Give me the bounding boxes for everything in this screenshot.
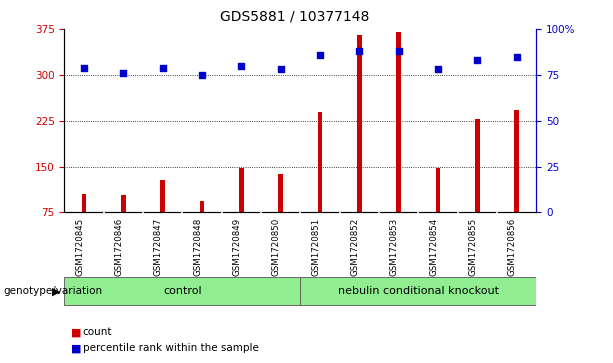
Text: GSM1720849: GSM1720849 [232,217,242,276]
Text: ▶: ▶ [51,286,60,297]
Text: GSM1720853: GSM1720853 [390,217,398,276]
Point [315,52,325,58]
FancyBboxPatch shape [64,277,300,305]
Text: count: count [83,327,112,337]
Text: percentile rank within the sample: percentile rank within the sample [83,343,259,354]
Bar [161,180,165,212]
Text: GSM1720846: GSM1720846 [115,217,123,276]
Text: GSM1720855: GSM1720855 [468,217,478,276]
Point [79,65,89,70]
Point [197,72,207,78]
Bar [200,201,204,212]
Text: ■: ■ [70,343,81,354]
Text: GSM1720852: GSM1720852 [351,217,359,276]
Point [512,54,522,60]
Bar [436,168,440,212]
Text: GSM1720848: GSM1720848 [193,217,202,276]
Bar [475,119,480,212]
Bar [514,110,519,212]
Bar [357,35,362,212]
Point [118,70,128,76]
Text: ■: ■ [70,327,81,337]
Text: GDS5881 / 10377148: GDS5881 / 10377148 [219,9,369,23]
FancyBboxPatch shape [300,277,536,305]
Text: GSM1720856: GSM1720856 [508,217,517,276]
Bar [397,32,401,212]
Point [473,57,482,63]
Text: genotype/variation: genotype/variation [3,286,102,297]
Point [433,66,443,72]
Text: nebulin conditional knockout: nebulin conditional knockout [338,286,499,296]
Bar [318,111,322,212]
Text: GSM1720847: GSM1720847 [154,217,162,276]
Point [276,66,286,72]
Bar [239,168,244,212]
Bar [82,194,86,212]
Bar [121,195,126,212]
Text: GSM1720845: GSM1720845 [75,217,84,276]
Point [354,48,364,54]
Bar [278,174,283,212]
Text: GSM1720854: GSM1720854 [429,217,438,276]
Text: control: control [163,286,202,296]
Text: GSM1720851: GSM1720851 [311,217,320,276]
Point [237,63,246,69]
Text: GSM1720850: GSM1720850 [272,217,281,276]
Point [394,48,403,54]
Point [158,65,167,70]
